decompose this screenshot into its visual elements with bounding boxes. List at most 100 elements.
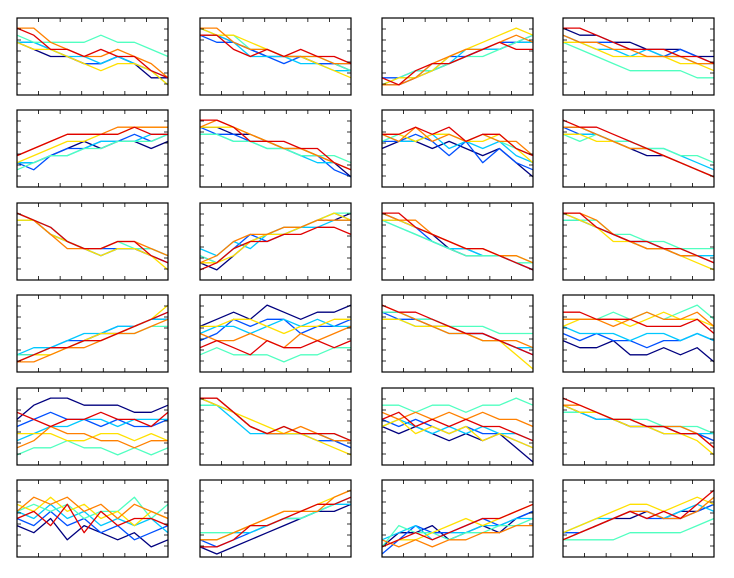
axes-frame bbox=[199, 294, 352, 373]
series-line bbox=[381, 304, 534, 349]
series-line bbox=[16, 212, 169, 257]
series-line bbox=[16, 411, 169, 428]
series-line bbox=[16, 27, 169, 79]
series-line bbox=[381, 411, 534, 442]
series-line bbox=[381, 524, 533, 548]
axes-frame bbox=[562, 109, 715, 188]
series-line bbox=[381, 219, 533, 264]
line-chart-panel bbox=[16, 387, 169, 466]
series-line bbox=[17, 219, 169, 271]
series-line bbox=[382, 34, 534, 86]
series-line bbox=[562, 325, 715, 342]
axes-frame bbox=[562, 387, 715, 466]
series-line bbox=[16, 503, 169, 534]
series-line bbox=[199, 397, 352, 456]
line-chart-panel bbox=[16, 109, 169, 188]
line-chart-panel bbox=[199, 387, 352, 466]
series-line bbox=[563, 27, 715, 65]
line-chart-panel bbox=[562, 387, 715, 466]
axes-frame bbox=[16, 387, 169, 466]
series-line bbox=[17, 27, 169, 79]
axes-frame bbox=[199, 387, 352, 466]
series-line bbox=[16, 212, 169, 264]
series-line bbox=[17, 318, 169, 363]
series-line bbox=[16, 212, 169, 264]
series-line bbox=[562, 41, 714, 79]
series-line bbox=[200, 27, 351, 65]
axes-frame bbox=[16, 109, 169, 188]
series-line bbox=[200, 397, 352, 442]
series-line bbox=[16, 311, 169, 363]
series-line bbox=[562, 34, 714, 65]
series-line bbox=[382, 41, 533, 86]
series-line bbox=[563, 517, 715, 541]
series-line bbox=[199, 347, 351, 363]
axes-frame bbox=[199, 17, 352, 96]
axes-frame bbox=[16, 479, 169, 558]
series-line bbox=[200, 212, 352, 264]
series-line bbox=[381, 219, 534, 264]
series-line bbox=[199, 503, 352, 555]
series-line bbox=[199, 304, 352, 327]
series-line bbox=[381, 304, 534, 356]
axes-frame bbox=[381, 479, 534, 558]
series-line bbox=[563, 41, 715, 72]
line-chart-panel bbox=[562, 294, 715, 373]
line-chart-panel bbox=[562, 479, 715, 558]
line-chart-panel bbox=[381, 387, 534, 466]
series-line bbox=[199, 27, 351, 72]
series-line bbox=[200, 318, 351, 335]
series-line bbox=[562, 339, 715, 363]
axes-frame bbox=[381, 17, 534, 96]
series-line bbox=[16, 496, 169, 520]
series-line bbox=[16, 212, 169, 257]
axes-frame bbox=[562, 202, 715, 281]
series-line bbox=[16, 440, 169, 456]
series-line bbox=[200, 496, 352, 548]
series-line bbox=[382, 212, 534, 271]
line-chart-panel bbox=[562, 109, 715, 188]
series-line bbox=[382, 126, 534, 157]
line-chart-panel bbox=[199, 479, 352, 558]
line-chart-panel bbox=[16, 202, 169, 281]
series-line bbox=[381, 517, 534, 548]
series-line bbox=[200, 397, 352, 449]
series-line bbox=[16, 517, 169, 548]
axes-frame bbox=[381, 387, 534, 466]
line-chart-panel bbox=[16, 17, 169, 96]
line-chart-panel bbox=[199, 109, 352, 188]
series-line bbox=[16, 41, 169, 86]
series-line bbox=[199, 226, 352, 271]
series-line bbox=[562, 489, 715, 541]
series-line bbox=[381, 133, 534, 164]
line-chart-panel bbox=[381, 479, 534, 558]
series-line bbox=[381, 212, 534, 264]
axes-frame bbox=[16, 17, 169, 96]
series-line bbox=[562, 404, 715, 456]
series-line bbox=[16, 212, 169, 264]
series-line bbox=[381, 41, 533, 86]
axes-frame bbox=[562, 479, 715, 558]
line-chart-panel bbox=[199, 202, 352, 281]
series-line bbox=[381, 212, 534, 271]
series-line bbox=[382, 219, 534, 264]
series-line bbox=[563, 311, 715, 328]
axes-frame bbox=[16, 202, 169, 281]
series-line bbox=[200, 34, 352, 65]
series-line bbox=[381, 503, 534, 548]
line-chart-panel bbox=[562, 202, 715, 281]
series-line bbox=[381, 425, 534, 463]
line-chart-panel bbox=[381, 109, 534, 188]
series-line bbox=[562, 496, 715, 534]
series-line bbox=[200, 397, 351, 442]
axes-frame bbox=[562, 294, 715, 373]
axes-frame bbox=[381, 294, 534, 373]
series-line bbox=[200, 119, 352, 171]
line-chart-panel bbox=[381, 294, 534, 373]
axes-frame bbox=[562, 17, 715, 96]
line-chart-panel bbox=[16, 294, 169, 373]
series-line bbox=[199, 339, 352, 356]
series-line bbox=[200, 404, 351, 442]
series-line bbox=[563, 311, 715, 334]
series-line bbox=[16, 397, 169, 420]
